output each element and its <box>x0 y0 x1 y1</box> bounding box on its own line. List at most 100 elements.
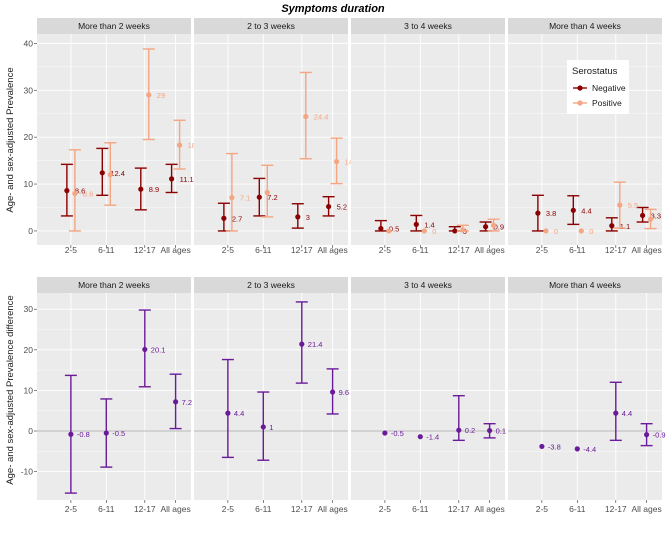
facet-strip-label: 2 to 3 weeks <box>247 280 295 290</box>
legend: Serostatus Negative Positive <box>567 60 629 114</box>
x-tick-label: 6-11 <box>412 504 429 514</box>
data-point <box>648 216 654 222</box>
x-tick-label: 12-17 <box>291 504 313 514</box>
x-tick-label: 6-11 <box>255 245 272 255</box>
facet-strip <box>37 18 191 34</box>
y-tick-label: 40 <box>24 38 34 48</box>
bottom-y-axis-label: Age- and sex-adjusted Prevalence differe… <box>5 295 16 484</box>
data-label: 24.4 <box>314 113 329 122</box>
x-tick-label: All ages <box>160 504 190 514</box>
data-point <box>334 158 340 165</box>
data-label: 0.5 <box>389 225 399 234</box>
data-point <box>256 194 262 200</box>
data-point <box>456 427 462 433</box>
data-point <box>543 228 549 234</box>
data-point <box>303 113 309 120</box>
y-tick-label: -10 <box>21 467 34 477</box>
data-point <box>330 389 336 395</box>
data-point <box>378 225 384 232</box>
facet-strip-label: 3 to 4 weeks <box>404 280 452 290</box>
x-tick-label: 2-5 <box>379 504 392 514</box>
data-label: 4.4 <box>234 409 244 418</box>
data-point <box>421 228 427 234</box>
legend-box <box>567 60 629 114</box>
data-point <box>413 221 419 227</box>
data-point <box>72 190 78 197</box>
data-point <box>382 430 388 436</box>
panel-background <box>351 34 505 245</box>
x-tick-label: 6-11 <box>98 504 115 514</box>
x-tick-label: All ages <box>474 504 504 514</box>
facet-strip <box>508 18 662 34</box>
data-label: 0.2 <box>465 426 475 435</box>
x-tick-label: All ages <box>631 504 661 514</box>
facet-strip-label: More than 4 weeks <box>549 280 621 290</box>
data-label: 20.1 <box>151 345 166 354</box>
data-point <box>169 176 175 182</box>
data-point <box>138 186 144 192</box>
data-point <box>103 430 109 436</box>
x-tick-label: 6-11 <box>569 245 586 255</box>
data-point <box>173 399 179 405</box>
data-point <box>640 212 646 219</box>
facet-strip-label: More than 2 weeks <box>78 21 150 31</box>
x-tick-label: 12-17 <box>134 504 156 514</box>
data-label: 11.1 <box>180 175 194 184</box>
data-point <box>417 434 423 440</box>
data-point <box>326 203 332 210</box>
facet-strip-label: More than 4 weeks <box>549 21 621 31</box>
data-point <box>386 228 392 234</box>
panel-background <box>37 293 191 500</box>
data-label: 1 <box>269 423 273 432</box>
data-label: 4.4 <box>581 206 591 215</box>
data-label: 0.9 <box>494 223 504 232</box>
data-label: 12.4 <box>110 169 125 178</box>
data-label: 0.1 <box>496 427 506 436</box>
data-point <box>221 215 227 221</box>
x-tick-label: All ages <box>160 245 190 255</box>
data-label: -0.8 <box>77 430 90 439</box>
x-tick-label: 12-17 <box>291 245 313 255</box>
x-tick-label: 2-5 <box>65 245 78 255</box>
x-tick-label: 2-5 <box>222 504 235 514</box>
data-point <box>142 346 148 353</box>
legend-entry-label: Negative <box>592 83 626 93</box>
data-label: 8.6 <box>75 187 85 196</box>
data-point <box>177 142 183 148</box>
y-tick-label: 20 <box>24 132 34 142</box>
data-label: -0.9 <box>653 431 666 440</box>
x-tick-label: 6-11 <box>412 245 429 255</box>
legend-entry-label: Positive <box>592 98 622 108</box>
data-label: 4.4 <box>622 409 632 418</box>
x-tick-label: 6-11 <box>98 245 115 255</box>
x-tick-label: 2-5 <box>536 245 549 255</box>
data-label: -1.4 <box>426 433 439 442</box>
legend-key-point <box>577 85 583 91</box>
y-tick-label: 10 <box>24 385 34 395</box>
data-point <box>107 172 113 178</box>
data-point <box>535 210 541 216</box>
data-label: 3.3 <box>651 211 661 220</box>
data-point <box>539 443 545 450</box>
y-tick-label: 0 <box>28 426 33 436</box>
data-point <box>491 222 497 228</box>
data-label: 3 <box>306 213 310 222</box>
facet-strip <box>351 18 505 34</box>
x-tick-label: 2-5 <box>222 245 235 255</box>
facet-strip <box>194 277 348 293</box>
data-label: -0.5 <box>112 429 125 438</box>
data-point <box>570 207 576 213</box>
data-point <box>260 424 266 430</box>
data-label: -4.4 <box>583 445 596 454</box>
data-label: 0 <box>432 227 436 236</box>
x-tick-label: 12-17 <box>448 504 470 514</box>
panel-background <box>508 293 662 500</box>
y-tick-label: 30 <box>24 304 34 314</box>
x-tick-label: 12-17 <box>605 504 627 514</box>
x-tick-label: 6-11 <box>569 504 586 514</box>
facet-strip <box>351 277 505 293</box>
data-label: 3.8 <box>546 209 556 218</box>
facet-strip <box>194 18 348 34</box>
data-label: 0 <box>589 227 593 236</box>
x-tick-label: 2-5 <box>65 504 78 514</box>
